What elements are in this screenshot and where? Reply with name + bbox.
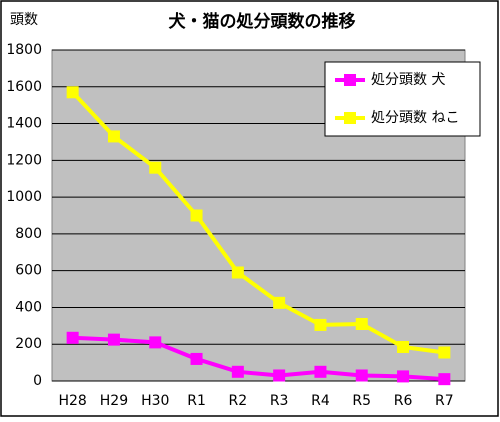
point-marker (107, 130, 120, 143)
point-marker (107, 333, 120, 346)
point-marker (314, 365, 327, 378)
y-tick-label: 1200 (6, 152, 42, 168)
y-tick-label: 400 (15, 299, 42, 315)
x-tick-label: H29 (100, 393, 128, 409)
series-line (71, 90, 445, 355)
y-tick-label: 800 (15, 226, 42, 242)
y-tick-label: 0 (33, 373, 42, 389)
point-marker (149, 161, 162, 174)
point-marker (273, 296, 286, 309)
point-marker (231, 266, 244, 279)
x-tick-label: R3 (270, 393, 289, 409)
series-line (72, 335, 445, 382)
point-marker (149, 336, 162, 349)
x-tick-label: R7 (435, 393, 454, 409)
point-marker (438, 346, 451, 359)
y-tick-label: 1600 (6, 79, 42, 95)
x-tick-label: H30 (141, 393, 169, 409)
point-marker (190, 352, 203, 365)
point-marker (66, 331, 79, 344)
point-marker (273, 369, 286, 382)
x-tick-label: R6 (394, 393, 413, 409)
legend-marker (344, 74, 356, 86)
legend-label: 処分頭数 犬 (371, 72, 445, 88)
x-tick-label: H28 (58, 393, 86, 409)
y-tick-label: 1800 (6, 42, 42, 58)
point-marker (397, 370, 410, 383)
y-axis-label: 頭数 (10, 12, 38, 28)
point-marker (190, 209, 203, 222)
point-marker (355, 369, 368, 382)
chart-title: 犬・猫の処分頭数の推移 (169, 11, 356, 32)
point-marker (438, 373, 451, 386)
y-tick-label: 600 (15, 263, 42, 279)
legend-marker (344, 112, 356, 124)
x-tick-label: R1 (187, 393, 206, 409)
legend-label: 処分頭数 ねこ (371, 110, 459, 126)
point-marker (231, 365, 244, 378)
x-tick-label: R2 (229, 393, 248, 409)
y-tick-label: 200 (15, 336, 42, 352)
point-marker (355, 317, 368, 330)
point-marker (66, 86, 79, 99)
y-tick-label: 1400 (6, 116, 42, 132)
x-tick-label: R5 (352, 393, 371, 409)
point-marker (314, 318, 327, 331)
y-tick-label: 1000 (6, 189, 42, 205)
point-marker (397, 340, 410, 353)
x-tick-label: R4 (311, 393, 330, 409)
